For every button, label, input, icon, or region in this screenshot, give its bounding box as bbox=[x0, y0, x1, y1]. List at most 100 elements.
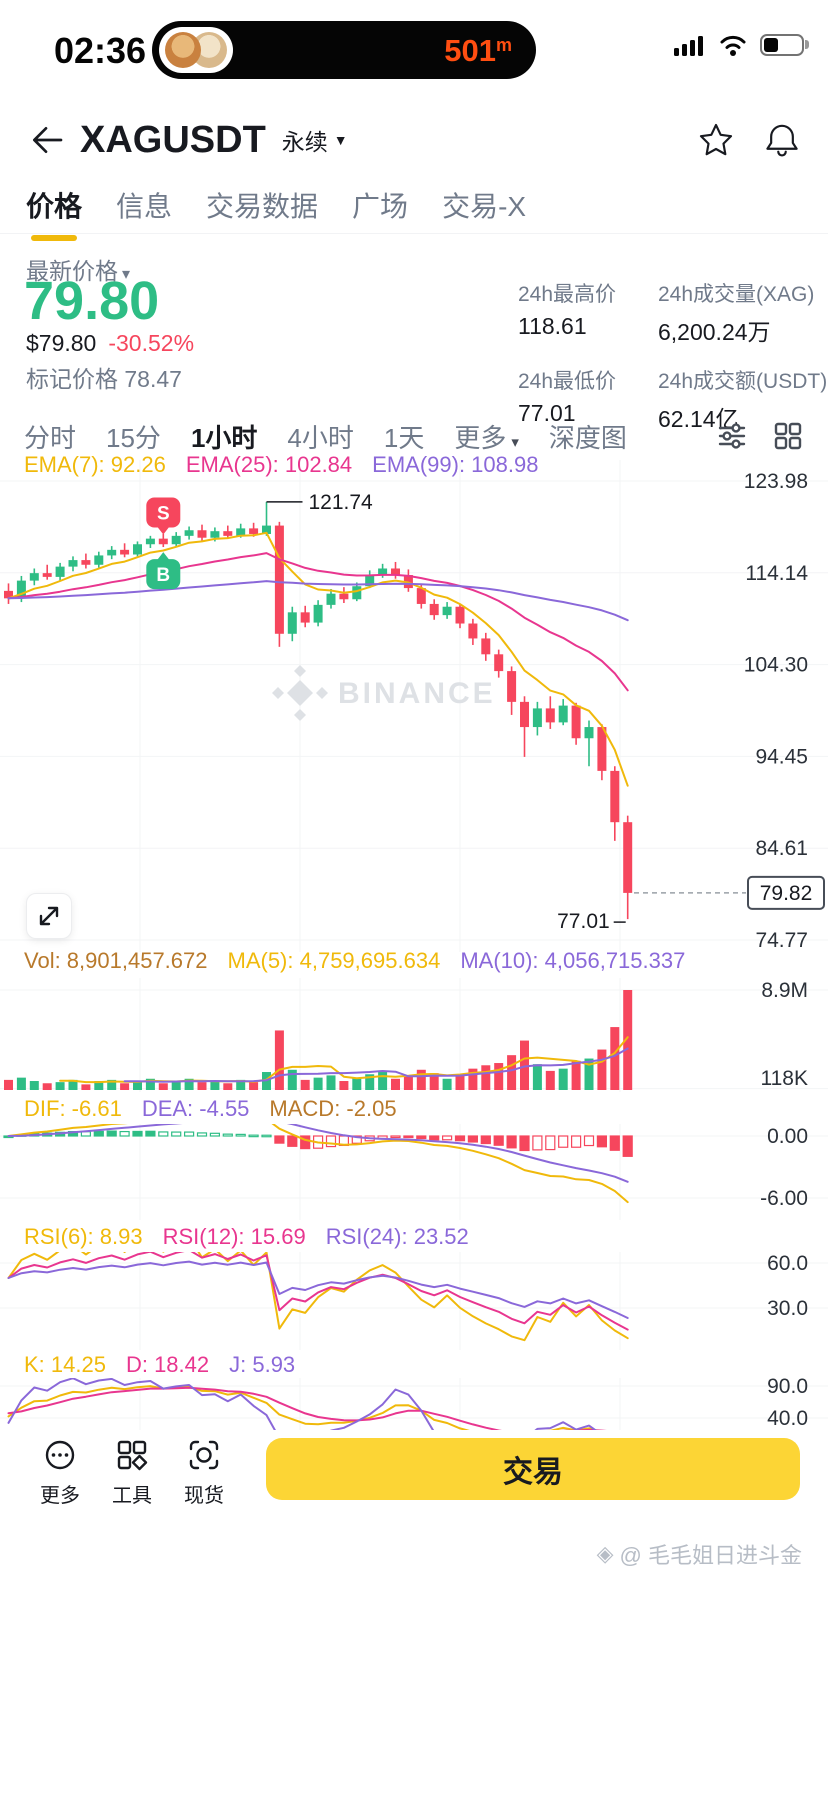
j-label: J: 5.93 bbox=[229, 1352, 296, 1377]
ema7-label: EMA(7): 92.26 bbox=[24, 452, 166, 477]
latest-price-dropdown[interactable]: 最新价格 ▾ bbox=[26, 258, 131, 284]
stat-value: 118.61 bbox=[518, 313, 587, 339]
svg-text:S: S bbox=[157, 504, 170, 525]
tab-square[interactable]: 广场 bbox=[352, 190, 409, 222]
vol-ma10-label: MA(10): 4,056,715.337 bbox=[460, 948, 686, 973]
stat-24h-low: 24h最低价 77.01 bbox=[518, 365, 638, 434]
spot-button[interactable]: 现货 bbox=[184, 1438, 224, 1508]
more-button[interactable]: 更多 bbox=[40, 1438, 80, 1508]
svg-text:104.30: 104.30 bbox=[744, 654, 808, 677]
change-percent: -30.52% bbox=[108, 330, 195, 356]
tf-1d[interactable]: 1天 bbox=[383, 422, 425, 453]
avatar-group bbox=[159, 27, 233, 73]
tf-1h[interactable]: 1小时 bbox=[190, 422, 258, 453]
tf-depth-chart[interactable]: 深度图 bbox=[548, 422, 627, 453]
ema25-label: EMA(25): 102.84 bbox=[185, 452, 353, 477]
dif-label: DIF: -6.61 bbox=[24, 1096, 122, 1121]
status-time: 02:36 bbox=[54, 30, 147, 71]
stat-label: 24h最低价 bbox=[518, 370, 617, 393]
dynamic-island[interactable]: 501 m bbox=[152, 21, 536, 79]
stat-label: 24h成交量(XAG) bbox=[658, 283, 815, 306]
rsi-chart[interactable]: 60.0 30.0 bbox=[0, 1252, 828, 1350]
tab-info[interactable]: 信息 bbox=[116, 190, 173, 222]
bottom-item-label: 现货 bbox=[184, 1485, 224, 1507]
price-chart[interactable]: 123.98 114.14 104.30 94.45 84.61 74.77 BINANCE… bbox=[0, 460, 828, 952]
rsi-legend: RSI(6): 8.93 RSI(12): 15.69 RSI(24): 23.… bbox=[0, 1224, 828, 1250]
diamond-icon: ◈ bbox=[596, 1541, 614, 1566]
bottom-item-label: 更多 bbox=[40, 1485, 80, 1507]
macd-legend: DIF: -6.61 DEA: -4.55 MACD: -2.05 bbox=[0, 1096, 828, 1122]
cellular-signal-icon bbox=[674, 36, 703, 56]
svg-text:40.0: 40.0 bbox=[767, 1407, 808, 1430]
vol-ma5-label: MA(5): 4,759,695.634 bbox=[227, 948, 441, 973]
tools-button[interactable]: 工具 bbox=[112, 1438, 152, 1508]
mark-price-label: 标记价格 bbox=[26, 366, 118, 392]
chart-layout-icon[interactable] bbox=[772, 420, 804, 452]
svg-text:77.01: 77.01 bbox=[557, 910, 610, 933]
svg-text:79.82: 79.82 bbox=[760, 882, 813, 905]
back-button[interactable] bbox=[26, 120, 66, 160]
tf-4h[interactable]: 4小时 bbox=[287, 422, 354, 453]
chevron-down-icon: ▾ bbox=[511, 433, 519, 451]
indicator-settings-icon[interactable] bbox=[716, 420, 748, 452]
favorite-star-icon[interactable] bbox=[696, 120, 736, 160]
svg-text:B: B bbox=[156, 565, 170, 586]
volume-legend: Vol: 8,901,457.672 MA(5): 4,759,695.634 … bbox=[0, 948, 828, 974]
chevron-down-icon: ▼ bbox=[333, 132, 348, 148]
rsi12-label: RSI(12): 15.69 bbox=[162, 1224, 306, 1249]
chart-toolbar-icons bbox=[716, 420, 804, 452]
mark-price-value: 78.47 bbox=[124, 366, 182, 392]
notification-bell-icon[interactable] bbox=[762, 120, 802, 160]
k-label: K: 14.25 bbox=[24, 1352, 106, 1377]
svg-text:94.45: 94.45 bbox=[755, 745, 808, 768]
svg-text:60.0: 60.0 bbox=[767, 1252, 808, 1275]
watermark-text: @ 毛毛姐日进斗金 bbox=[619, 1543, 802, 1568]
usd-price: $79.80 bbox=[26, 330, 97, 356]
ema-legend: EMA(7): 92.26 EMA(25): 102.84 EMA(99): 1… bbox=[0, 452, 828, 478]
tools-grid-icon bbox=[117, 1440, 148, 1471]
svg-text:-6.00: -6.00 bbox=[760, 1187, 808, 1210]
stat-label: 24h最高价 bbox=[518, 283, 617, 306]
kdj-chart[interactable]: 90.0 40.0 bbox=[0, 1378, 828, 1432]
header: XAGUSDT 永续 ▼ bbox=[0, 104, 828, 176]
svg-text:0.00: 0.00 bbox=[767, 1125, 808, 1148]
system-status-icons bbox=[674, 33, 809, 57]
d-label: D: 18.42 bbox=[125, 1352, 210, 1377]
tab-trade-x[interactable]: 交易-X bbox=[442, 190, 527, 222]
bottom-action-bar: 更多 工具 现货 交易 bbox=[0, 1430, 828, 1538]
rsi6-label: RSI(6): 8.93 bbox=[24, 1224, 143, 1249]
contract-type-label[interactable]: 永续 bbox=[281, 129, 328, 155]
symbol-title: XAGUSDT bbox=[80, 118, 266, 161]
tf-realtime[interactable]: 分时 bbox=[24, 422, 77, 453]
svg-text:BINANCE: BINANCE bbox=[338, 677, 496, 710]
nav-tabs: 价格 信息 交易数据 广场 交易-X bbox=[0, 180, 828, 234]
stat-24h-high: 24h最高价 118.61 bbox=[518, 278, 638, 347]
tf-15m[interactable]: 15分 bbox=[106, 422, 161, 453]
stat-value: 77.01 bbox=[518, 400, 576, 426]
tf-more[interactable]: 更多 ▾ bbox=[454, 422, 519, 453]
stat-24h-volume: 24h成交量(XAG) 6,200.24万 bbox=[658, 278, 828, 347]
svg-text:123.98: 123.98 bbox=[744, 470, 808, 493]
spot-scan-icon bbox=[189, 1440, 219, 1470]
stat-label: 24h成交额(USDT) bbox=[658, 370, 828, 393]
volume-chart[interactable]: 8.9M 118K bbox=[0, 978, 828, 1092]
usd-price-row: $79.80 -30.52% bbox=[26, 330, 194, 357]
last-price: 79.80 bbox=[24, 271, 160, 331]
tab-trading-data[interactable]: 交易数据 bbox=[206, 190, 319, 222]
svg-text:121.74: 121.74 bbox=[309, 491, 374, 514]
channel-watermark: ◈ @ 毛毛姐日进斗金 bbox=[597, 1538, 802, 1570]
trade-button[interactable]: 交易 bbox=[266, 1438, 800, 1500]
vol-label: Vol: 8,901,457.672 bbox=[24, 948, 208, 973]
avatar bbox=[165, 32, 201, 68]
market-stats: 24h最高价 118.61 24h成交量(XAG) 6,200.24万 24h最低价… bbox=[518, 278, 828, 434]
stat-value: 6,200.24万 bbox=[658, 319, 771, 345]
battery-icon bbox=[760, 34, 809, 56]
fullscreen-expand-button[interactable] bbox=[26, 893, 72, 939]
svg-text:74.77: 74.77 bbox=[755, 929, 808, 952]
expand-arrows-icon bbox=[39, 906, 59, 926]
tab-price[interactable]: 价格 bbox=[26, 185, 82, 229]
notification-count: 501 m bbox=[444, 32, 512, 68]
svg-text:30.0: 30.0 bbox=[767, 1297, 808, 1320]
macd-chart[interactable]: 0.00 -6.00 bbox=[0, 1124, 828, 1220]
ema99-label: EMA(99): 108.98 bbox=[372, 452, 539, 477]
